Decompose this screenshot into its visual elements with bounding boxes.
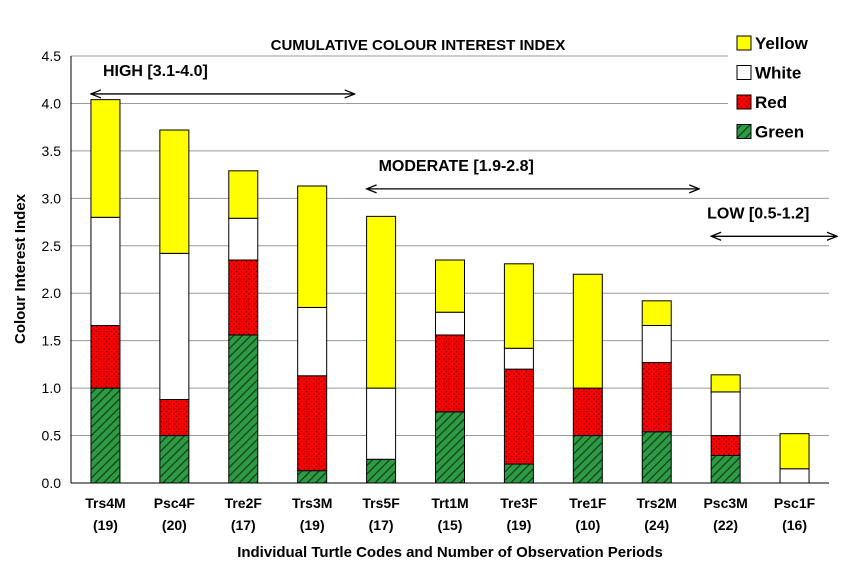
y-tick-label: 1.5 — [42, 333, 62, 349]
bar-green-trt1m — [435, 411, 465, 484]
legend-swatch-yellow — [736, 35, 752, 51]
x-tick-count: (15) — [438, 517, 463, 533]
y-tick-label: 2.5 — [42, 238, 62, 254]
legend-label-red: Red — [755, 93, 787, 112]
bar-red-psc4f — [159, 398, 190, 437]
x-axis-label: Individual Turtle Codes and Number of Ob… — [237, 544, 663, 561]
x-tick-label: Tre3F — [500, 495, 538, 511]
x-tick-count: (19) — [300, 517, 325, 533]
bar-green-trs2m — [641, 431, 672, 484]
bar-yellow-tre3f — [503, 263, 534, 349]
x-tick-count: (16) — [782, 517, 807, 533]
bar-red-trt1m — [435, 334, 465, 413]
bar-white-trt1m — [435, 311, 465, 336]
bar-yellow-psc3m — [710, 374, 741, 393]
bar-white-psc1f — [779, 468, 810, 484]
y-tick-label: 3.5 — [42, 143, 62, 159]
bar-white-psc3m — [710, 391, 741, 437]
bar-red-psc3m — [710, 435, 741, 456]
legend-swatch-green — [736, 124, 752, 139]
x-axis-ticks: Trs4M (19) Psc4F (20) Tre2F (17) Trs3M (19) Trs5… — [85, 495, 815, 533]
bar-red-trs2m — [641, 361, 672, 433]
x-tick-count: (20) — [162, 517, 187, 533]
x-tick-count: (17) — [369, 517, 394, 533]
bar-green-trs5f — [366, 458, 397, 484]
bar-white-trs5f — [366, 387, 397, 460]
bar-white-trs3m — [297, 306, 328, 377]
bar-green-psc4f — [159, 435, 190, 484]
bar-yellow-trs5f — [366, 215, 397, 389]
y-tick-label: 3.0 — [42, 190, 62, 206]
y-axis-ticks: 0.0 0.5 1.0 1.5 2.0 2.5 3.0 3.5 4.0 4.5 — [42, 48, 62, 491]
y-axis-label: Colour Interest Index — [12, 193, 29, 344]
bar-yellow-trs4m — [90, 99, 121, 218]
x-tick-label: Trs3M — [292, 495, 332, 511]
y-tick-label: 1.0 — [42, 380, 62, 396]
y-tick-label: 2.0 — [42, 285, 62, 301]
bar-red-tre3f — [503, 368, 534, 465]
x-tick-label: Tre1F — [569, 495, 607, 511]
bar-red-trs4m — [90, 324, 121, 389]
bar-white-trs4m — [90, 216, 121, 326]
bar-white-trs2m — [641, 324, 672, 363]
bar-white-psc4f — [159, 252, 190, 400]
y-tick-label: 4.5 — [42, 48, 62, 64]
x-tick-label: Tre2F — [225, 495, 263, 511]
bar-white-tre3f — [503, 347, 534, 370]
bar-yellow-trs2m — [641, 300, 672, 326]
bar-yellow-trt1m — [435, 259, 465, 313]
bar-red-trs3m — [297, 375, 328, 472]
bar-red-tre2f — [228, 259, 259, 336]
bar-yellow-trs3m — [297, 185, 328, 308]
range-label: LOW [0.5-1.2] — [707, 205, 809, 222]
legend-swatch-red — [736, 94, 752, 110]
bar-yellow-tre1f — [572, 273, 603, 389]
x-tick-count: (22) — [713, 517, 738, 533]
x-tick-count: (17) — [231, 517, 256, 533]
bar-green-trs3m — [297, 470, 328, 484]
bar-red-tre1f — [572, 387, 603, 437]
x-tick-label: Psc3M — [703, 495, 747, 511]
x-tick-label: Trs4M — [85, 495, 125, 511]
gridlines — [71, 55, 829, 437]
x-tick-label: Psc4F — [154, 495, 196, 511]
x-tick-count: (19) — [506, 517, 531, 533]
bar-yellow-psc1f — [779, 433, 810, 470]
range-label: HIGH [3.1-4.0] — [103, 63, 208, 80]
legend-label-green: Green — [755, 123, 804, 142]
x-tick-label: Trs2M — [636, 495, 676, 511]
axes — [70, 56, 829, 484]
legend-swatch-white — [736, 65, 752, 80]
bar-green-tre3f — [503, 463, 534, 484]
bar-green-psc3m — [710, 454, 741, 484]
legend-label-white: White — [755, 64, 801, 83]
x-tick-label: Psc1F — [774, 495, 816, 511]
y-tick-label: 0.0 — [42, 475, 62, 491]
chart-title: CUMULATIVE COLOUR INTEREST INDEX — [271, 37, 566, 54]
legend-label-yellow: Yellow — [755, 34, 809, 53]
bar-yellow-tre2f — [228, 170, 259, 219]
bar-white-tre2f — [228, 217, 259, 261]
x-tick-count: (10) — [575, 517, 600, 533]
legend: Yellow White Red Green — [728, 28, 838, 148]
x-tick-label: Trt1M — [431, 495, 468, 511]
range-annotations: HIGH [3.1-4.0] MODERATE [1.9-2.8] LOW [0.5… — [91, 63, 837, 236]
y-tick-label: 4.0 — [42, 95, 62, 111]
bar-green-tre1f — [572, 435, 603, 484]
y-tick-label: 0.5 — [42, 428, 62, 444]
bars — [90, 99, 810, 484]
bar-green-trs4m — [90, 387, 121, 484]
x-tick-count: (24) — [644, 517, 669, 533]
x-tick-count: (19) — [93, 517, 118, 533]
bar-green-tre2f — [228, 334, 259, 484]
x-tick-label: Trs5F — [362, 495, 400, 511]
bar-yellow-psc4f — [159, 129, 190, 254]
range-label: MODERATE [1.9-2.8] — [379, 158, 534, 175]
